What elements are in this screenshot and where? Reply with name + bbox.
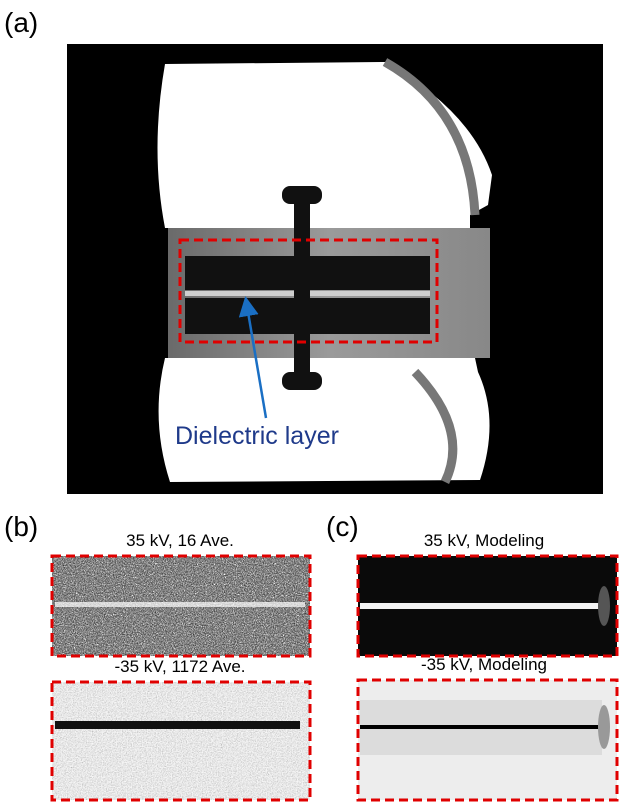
dielectric-signal [55, 721, 300, 729]
annotation: Dielectric layer [175, 422, 339, 450]
figure: (a) Dielectric layer (b) 35 kV, 16 Ave. … [0, 0, 621, 804]
panel-label: (a) [4, 7, 38, 38]
image-title: -35 kV, Modeling [421, 655, 547, 674]
image-title: -35 kV, 1172 Ave. [114, 657, 245, 676]
bolt-head [282, 186, 322, 204]
edge-glow [598, 705, 610, 749]
dielectric-signal [360, 603, 602, 609]
dielectric-signal [360, 725, 602, 729]
fixture-bottom [159, 358, 490, 482]
measured-image [52, 682, 310, 800]
image-title: 35 kV, 16 Ave. [126, 531, 234, 550]
edge-glow [598, 586, 610, 626]
dielectric-signal [55, 602, 305, 607]
panel-label: (c) [326, 511, 359, 542]
page: (a) Dielectric layer (b) 35 kV, 16 Ave. … [0, 0, 621, 804]
panel-label: (b) [4, 511, 38, 542]
bolt-head [282, 372, 322, 390]
image-title: 35 kV, Modeling [424, 531, 544, 550]
bolt [294, 200, 310, 372]
